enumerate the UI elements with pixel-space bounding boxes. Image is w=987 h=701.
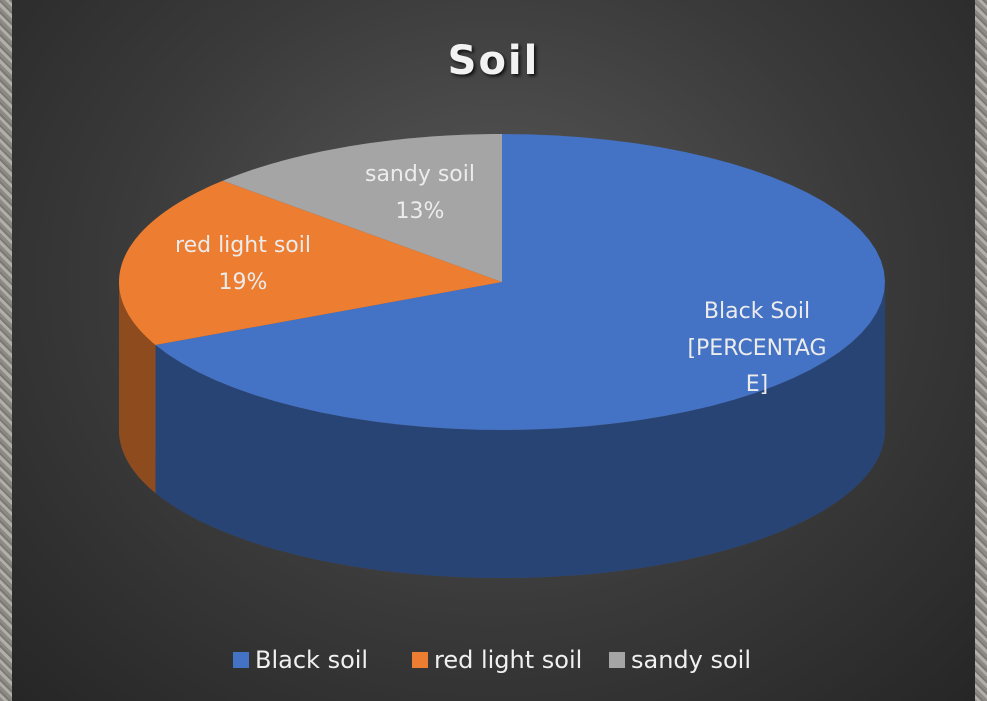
legend-label: red light soil bbox=[434, 646, 583, 674]
pie-slice bbox=[155, 134, 885, 430]
pie-side bbox=[119, 282, 156, 494]
data-label-value: 19% bbox=[218, 270, 268, 295]
legend-item: red light soil bbox=[412, 646, 582, 674]
data-label-value: 13% bbox=[395, 199, 445, 224]
data-label: red light soil 19% bbox=[173, 227, 313, 301]
legend-swatch bbox=[233, 652, 249, 668]
pie-slice bbox=[119, 180, 502, 346]
legend-item: sandy soil bbox=[609, 646, 751, 674]
legend-swatch bbox=[609, 652, 625, 668]
pie-side-shade bbox=[155, 282, 885, 578]
data-label: Black Soil [PERCENTAGE] bbox=[687, 293, 827, 403]
data-label-name: Black Soil bbox=[703, 299, 811, 324]
chart-title: Soil bbox=[447, 38, 540, 84]
data-label-value: [PERCENTAGE] bbox=[687, 336, 827, 397]
pie-slice bbox=[222, 134, 502, 282]
data-label-name: red light soil bbox=[175, 233, 311, 258]
data-label: sandy soil 13% bbox=[350, 156, 490, 230]
pie-side bbox=[155, 282, 885, 578]
legend-label: sandy soil bbox=[631, 646, 752, 674]
legend-label: Black soil bbox=[255, 646, 369, 674]
data-label-name: sandy soil bbox=[364, 162, 475, 187]
legend-swatch bbox=[412, 652, 428, 668]
pie-side-shade bbox=[119, 282, 156, 494]
legend-item: Black soil bbox=[233, 646, 368, 674]
